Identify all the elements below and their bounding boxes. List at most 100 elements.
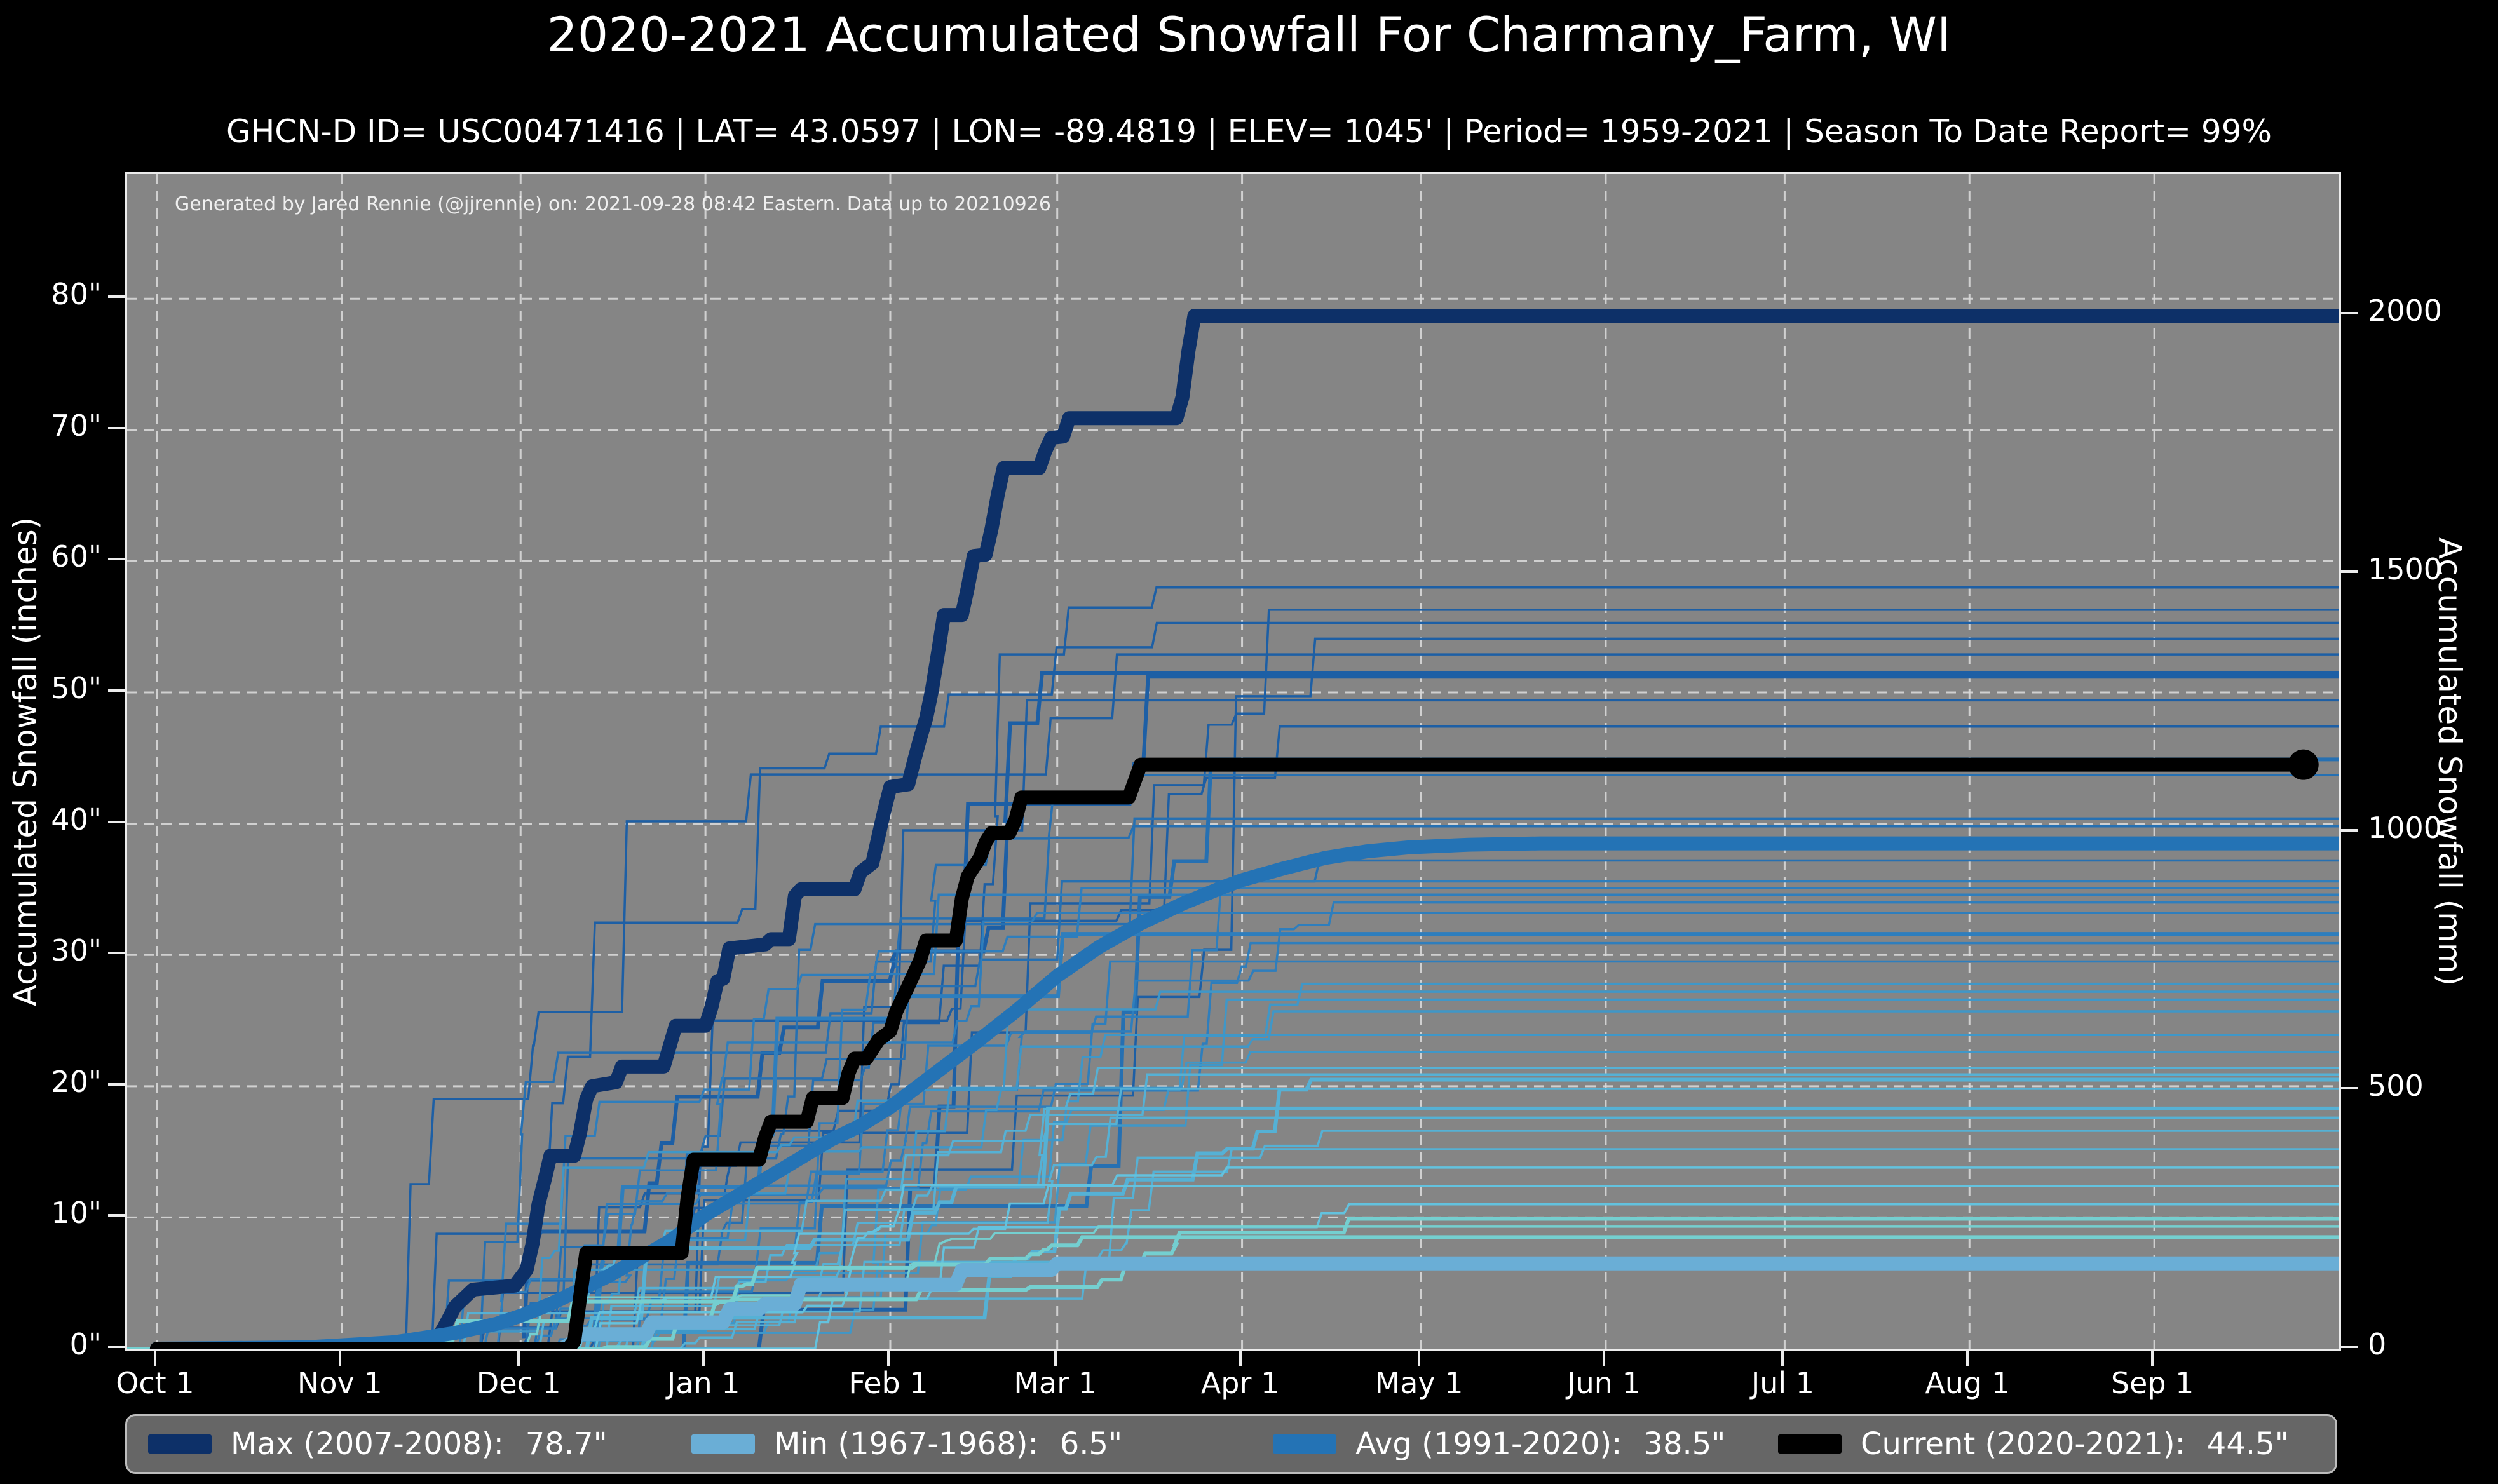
- legend-label-current: Current (2020-2021):: [1861, 1426, 2185, 1462]
- left-tick-mark: [108, 952, 125, 955]
- bottom-tick-mark: [153, 1351, 156, 1366]
- legend-swatch-max: [148, 1434, 212, 1454]
- x-tick-label: Jan 1: [667, 1366, 740, 1400]
- page-title: 2020-2021 Accumulated Snowfall For Charm…: [546, 6, 1952, 63]
- left-tick-label: 10": [51, 1196, 102, 1231]
- legend-label-min: Min (1967-1968):: [774, 1426, 1038, 1462]
- legend-item-current: Current (2020-2021): 44.5": [1778, 1416, 2289, 1472]
- right-tick-label: 0: [2368, 1327, 2387, 1361]
- right-tick-label: 1500: [2368, 551, 2443, 586]
- x-tick-label: Oct 1: [116, 1366, 194, 1400]
- left-tick-label: 70": [51, 408, 102, 443]
- background-year-line: [127, 653, 2339, 1349]
- series-line-max: [149, 309, 2339, 1349]
- background-year-line: [127, 932, 2339, 1349]
- background-year-line: [127, 990, 2339, 1349]
- left-tick-mark: [108, 1214, 125, 1217]
- left-axis-label: Accumulated Snowfall (inches): [7, 516, 44, 1007]
- x-tick-label: Aug 1: [1925, 1366, 2011, 1400]
- right-axis-label: Accumulated Snowfall (mm): [2431, 537, 2468, 987]
- left-tick-mark: [108, 295, 125, 299]
- series-line-avg: [149, 836, 2339, 1349]
- legend-item-min: Min (1967-1968): 6.5": [691, 1416, 1122, 1472]
- background-year-line: [127, 1116, 2339, 1349]
- bottom-tick-mark: [1239, 1351, 1242, 1366]
- left-tick-mark: [108, 1346, 125, 1348]
- left-tick-label: 60": [51, 539, 102, 574]
- left-tick-mark: [108, 820, 125, 823]
- left-tick-label: 20": [51, 1064, 102, 1099]
- left-tick-mark: [108, 689, 125, 692]
- background-year-line: [127, 621, 2339, 1349]
- background-year-line: [127, 880, 2339, 1349]
- legend-swatch-avg: [1273, 1434, 1336, 1454]
- background-year-line: [127, 774, 2339, 1349]
- background-year-line: [127, 1235, 2339, 1349]
- legend-value-current: 44.5": [2206, 1426, 2289, 1462]
- left-tick-label: 50": [51, 671, 102, 706]
- right-tick-label: 500: [2368, 1069, 2424, 1103]
- right-tick-mark: [2341, 828, 2358, 832]
- bottom-tick-mark: [1054, 1351, 1057, 1366]
- background-year-line: [127, 637, 2339, 1349]
- left-tick-label: 80": [51, 277, 102, 312]
- x-tick-label: Jun 1: [1567, 1366, 1641, 1400]
- bottom-tick-mark: [2151, 1351, 2154, 1366]
- legend-label-max: Max (2007-2008):: [231, 1426, 504, 1462]
- series-line-current: [149, 757, 2311, 1349]
- background-year-line: [127, 1203, 2339, 1349]
- x-tick-label: Jul 1: [1751, 1366, 1815, 1400]
- left-tick-label: 40": [51, 802, 102, 837]
- background-year-line: [127, 912, 2339, 1349]
- x-tick-label: Sep 1: [2110, 1366, 2194, 1400]
- bottom-tick-mark: [1602, 1351, 1605, 1366]
- background-year-line: [127, 960, 2339, 1349]
- x-tick-label: Feb 1: [848, 1366, 928, 1400]
- right-tick-mark: [2341, 312, 2358, 315]
- bottom-tick-mark: [886, 1351, 890, 1366]
- legend-value-avg: 38.5": [1643, 1426, 1726, 1462]
- legend-value-min: 6.5": [1059, 1426, 1123, 1462]
- legend-value-max: 78.7": [525, 1426, 608, 1462]
- x-tick-label: Mar 1: [1014, 1366, 1097, 1400]
- background-year-line: [127, 1106, 2339, 1349]
- background-year-line: [127, 1077, 2339, 1349]
- x-tick-label: Apr 1: [1200, 1366, 1280, 1400]
- bottom-tick-mark: [1781, 1351, 1784, 1366]
- background-year-line: [127, 725, 2339, 1349]
- left-tick-mark: [108, 426, 125, 429]
- right-tick-label: 2000: [2368, 293, 2443, 328]
- legend-swatch-current: [1778, 1434, 1842, 1454]
- background-year-line: [127, 982, 2339, 1349]
- x-tick-label: May 1: [1375, 1366, 1463, 1400]
- bottom-tick-mark: [702, 1351, 705, 1366]
- background-year-line: [127, 1166, 2339, 1349]
- background-year-line: [127, 893, 2339, 1349]
- background-year-line: [127, 887, 2339, 1349]
- snowfall-chart: [127, 174, 2339, 1349]
- left-tick-label: 0": [69, 1327, 102, 1361]
- x-tick-label: Dec 1: [476, 1366, 561, 1400]
- bottom-tick-mark: [1966, 1351, 1969, 1366]
- background-year-line: [127, 1067, 2339, 1349]
- background-year-line: [127, 1148, 2339, 1349]
- current-end-dot: [2288, 749, 2319, 780]
- plot-area: Generated by Jared Rennie (@jjrennie) on…: [125, 172, 2341, 1351]
- right-tick-label: 1000: [2368, 810, 2443, 845]
- background-year-line: [127, 941, 2339, 1349]
- bottom-tick-mark: [338, 1351, 341, 1366]
- left-tick-label: 30": [51, 933, 102, 968]
- legend-item-max: Max (2007-2008): 78.7": [148, 1416, 608, 1472]
- background-year-line: [127, 1185, 2339, 1349]
- left-tick-mark: [108, 558, 125, 561]
- annotation: Generated by Jared Rennie (@jjrennie) on…: [175, 193, 1051, 215]
- legend-swatch-min: [691, 1434, 755, 1454]
- background-year-line: [127, 1130, 2339, 1349]
- right-tick-mark: [2341, 1346, 2358, 1348]
- legend-label-avg: Avg (1991-2020):: [1355, 1426, 1622, 1462]
- legend-item-avg: Avg (1991-2020): 38.5": [1273, 1416, 1725, 1472]
- x-tick-label: Nov 1: [297, 1366, 383, 1400]
- bottom-tick-mark: [1418, 1351, 1421, 1366]
- subtitle: GHCN-D ID= USC00471416 | LAT= 43.0597 | …: [226, 113, 2272, 150]
